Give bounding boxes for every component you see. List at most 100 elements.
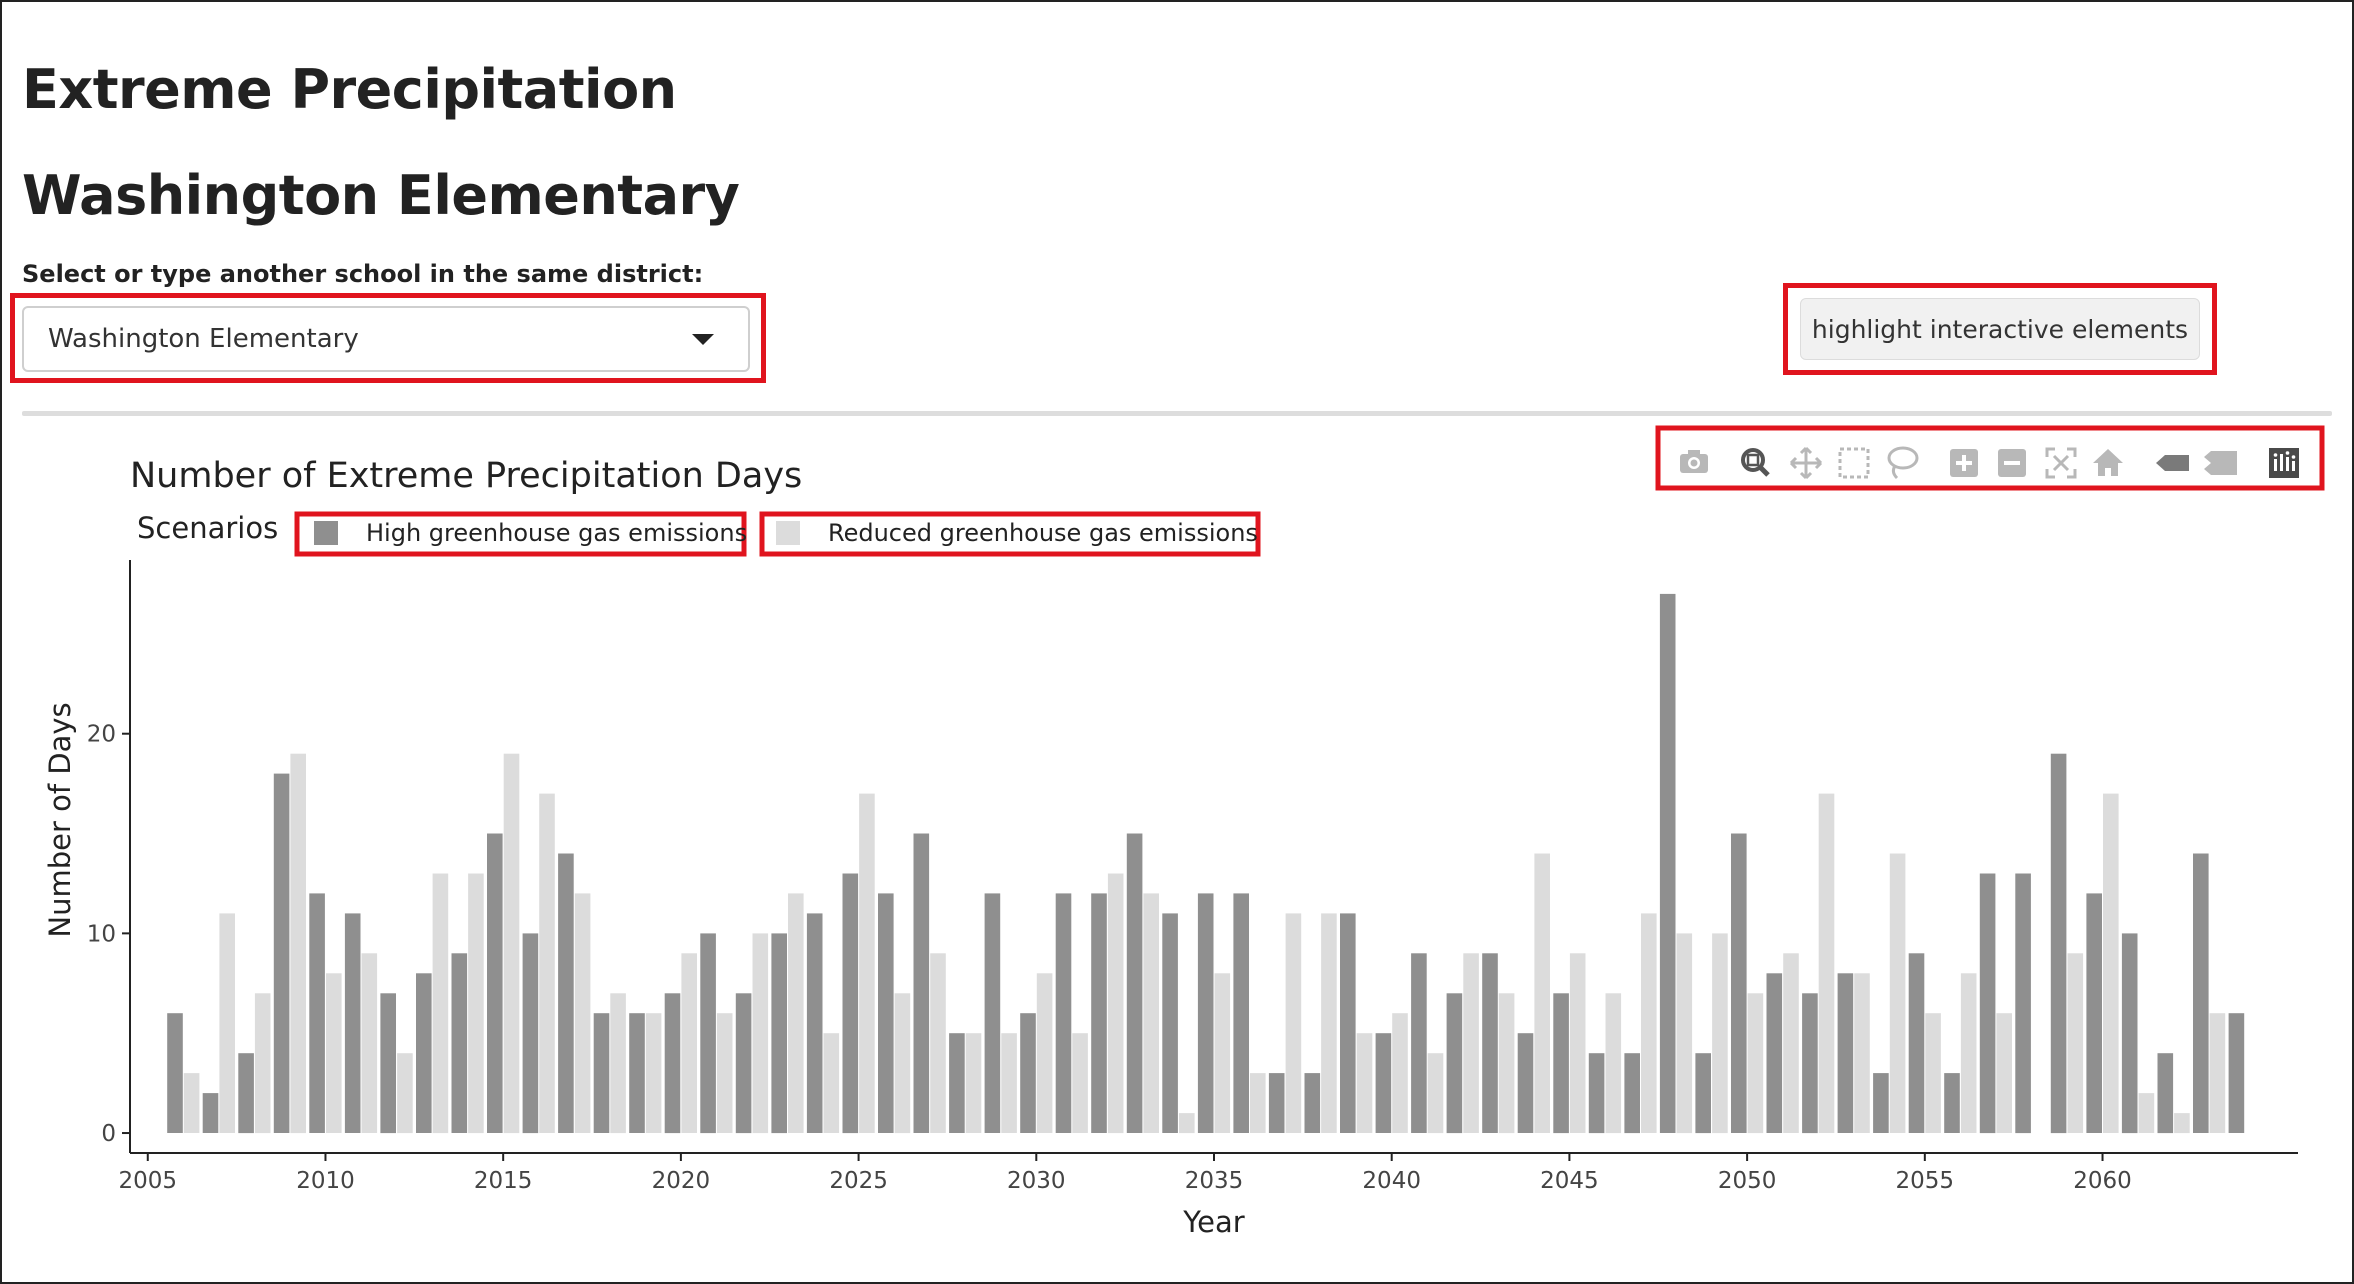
bar-high[interactable] [1908,953,1925,1133]
bar-reduced[interactable] [716,1013,733,1133]
bar-high[interactable] [167,1013,183,1133]
bar-reduced[interactable] [1818,793,1835,1133]
bar-reduced[interactable] [1285,913,1302,1133]
bar-reduced[interactable] [1143,893,1159,1133]
bar-high[interactable] [700,933,716,1134]
bar-reduced[interactable] [1676,933,1693,1134]
bar-reduced[interactable] [681,953,697,1133]
bar-reduced[interactable] [1321,913,1337,1133]
bar-high[interactable] [735,993,752,1134]
bar-reduced[interactable] [645,1013,662,1133]
bar-high[interactable] [1731,833,1747,1134]
bar-high[interactable] [344,913,361,1133]
bar-reduced[interactable] [574,893,591,1133]
bar-reduced[interactable] [1641,913,1657,1133]
bar-high[interactable] [2157,1053,2174,1134]
bar-reduced[interactable] [1569,953,1586,1133]
bar-reduced[interactable] [326,973,342,1133]
bar-reduced[interactable] [1107,873,1124,1134]
bar-reduced[interactable] [432,873,449,1134]
hover-closest-icon[interactable] [2156,455,2189,471]
bar-reduced[interactable] [468,873,484,1134]
bar-reduced[interactable] [1534,853,1550,1134]
bar-reduced[interactable] [2138,1093,2155,1133]
bar-reduced[interactable] [610,993,626,1134]
bar-high[interactable] [664,993,681,1134]
bar-reduced[interactable] [2067,953,2084,1133]
bar-high[interactable] [1233,893,1249,1133]
legend-item-high[interactable]: High greenhouse gas emissions [314,519,747,547]
bar-high[interactable] [1802,993,1818,1134]
bar-reduced[interactable] [965,1033,982,1133]
bar-reduced[interactable] [823,1033,840,1133]
bar-high[interactable] [2228,1013,2245,1133]
bar-reduced[interactable] [1925,1013,1941,1133]
bar-high[interactable] [2050,753,2067,1134]
bar-high[interactable] [913,833,930,1134]
bar-high[interactable] [1873,1073,1889,1133]
bar-reduced[interactable] [1605,993,1622,1134]
bar-reduced[interactable] [1214,973,1231,1133]
bar-high[interactable] [1517,1033,1534,1133]
bar-reduced[interactable] [752,933,769,1134]
bar-high[interactable] [1837,973,1854,1133]
bar-reduced[interactable] [1072,1033,1088,1133]
bar-reduced[interactable] [1179,1113,1195,1134]
bar-reduced[interactable] [1747,993,1764,1134]
bar-high[interactable] [558,853,574,1134]
bar-high[interactable] [202,1093,219,1133]
bar-high[interactable] [984,893,1001,1133]
autoscale-icon[interactable] [2045,447,2077,479]
camera-icon[interactable] [1680,450,1708,473]
bar-high[interactable] [949,1033,965,1133]
bar-high[interactable] [522,933,539,1134]
bar-high[interactable] [487,833,503,1134]
highlight-interactive-button[interactable]: highlight interactive elements [1800,298,2200,360]
bar-high[interactable] [878,893,894,1133]
bar-reduced[interactable] [361,953,378,1133]
box-select-icon[interactable] [1838,447,1870,479]
bar-reduced[interactable] [1427,1053,1444,1134]
bar-reduced[interactable] [1854,973,1870,1133]
chevron-down-icon[interactable] [692,334,714,345]
bar-reduced[interactable] [539,793,555,1133]
bar-reduced[interactable] [1356,1033,1373,1133]
bar-reduced[interactable] [1250,1073,1266,1133]
reset-axes-icon[interactable] [2093,449,2123,476]
bar-high[interactable] [1375,1033,1392,1133]
bar-high[interactable] [1482,953,1498,1133]
bar-high[interactable] [2193,853,2209,1134]
bar-high[interactable] [1162,913,1178,1133]
plot-area[interactable] [167,593,2245,1134]
bar-reduced[interactable] [930,953,946,1133]
school-select[interactable]: Washington Elementary [22,306,750,372]
bar-high[interactable] [593,1013,610,1133]
bar-high[interactable] [2086,893,2102,1133]
bar-high[interactable] [1766,973,1783,1133]
zoom-in-icon[interactable] [1950,449,1978,477]
bar-high[interactable] [309,893,325,1133]
bar-reduced[interactable] [503,753,520,1134]
bar-high[interactable] [1340,913,1356,1133]
bar-reduced[interactable] [2209,1013,2226,1133]
bar-high[interactable] [1055,893,1072,1133]
bar-reduced[interactable] [1036,973,1053,1133]
bar-high[interactable] [771,933,787,1134]
plotly-logo-icon[interactable] [2269,448,2299,478]
zoom-icon[interactable] [1741,448,1770,477]
bar-high[interactable] [1304,1073,1321,1133]
bar-reduced[interactable] [1463,953,1479,1133]
bar-reduced[interactable] [1783,953,1799,1133]
bar-reduced[interactable] [397,1053,413,1134]
bar-high[interactable] [842,873,859,1134]
bar-high[interactable] [1197,893,1214,1133]
bar-reduced[interactable] [1996,1013,2012,1133]
bar-high[interactable] [1091,893,1107,1133]
bar-high[interactable] [1695,1053,1711,1134]
bar-high[interactable] [806,913,823,1133]
bar-reduced[interactable] [894,993,911,1134]
lasso-select-icon[interactable] [1887,446,1919,480]
bar-reduced[interactable] [219,913,235,1133]
bar-reduced[interactable] [859,793,875,1133]
bar-reduced[interactable] [1498,993,1515,1134]
